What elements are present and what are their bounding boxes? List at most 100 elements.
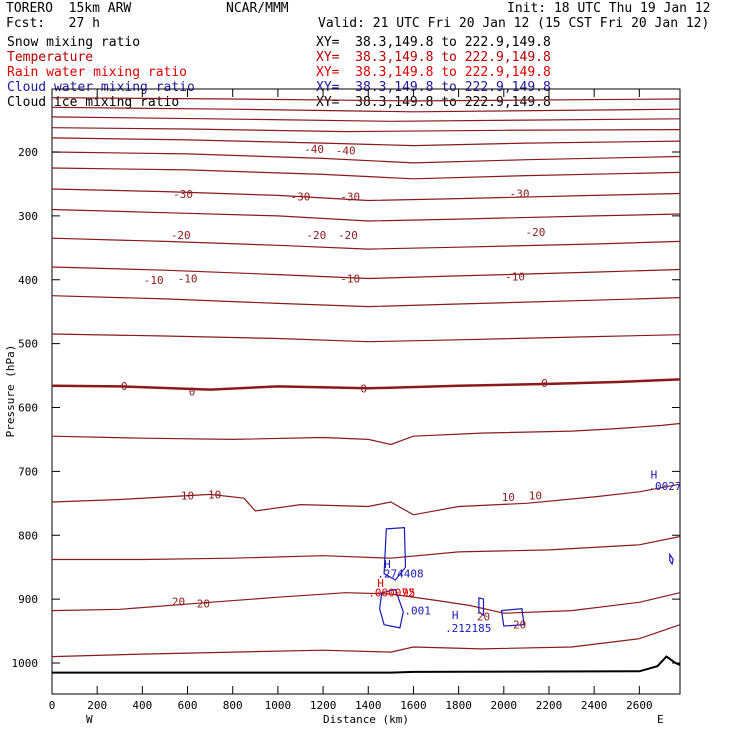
x-tick-label-1: 200	[87, 699, 107, 712]
contour-label-16: 0	[360, 382, 367, 395]
forecast-hour: Fcst: 27 h	[6, 16, 100, 31]
contour-label-9: -20	[525, 226, 545, 239]
x-tick-label-0: 0	[49, 699, 56, 712]
cloud-contour-2	[478, 597, 485, 617]
axes-group: 0 200 400 600 800 1000 1200 1400 1600 1800 2000 220…	[12, 89, 680, 712]
y-tick-label-5: 700	[18, 465, 38, 478]
x-tick-label-8: 1600	[400, 699, 427, 712]
contour-label-12: -10	[340, 272, 360, 285]
contour-label-15: 0	[189, 386, 196, 399]
max-label-7: .212185	[445, 622, 491, 635]
max-label-8: H	[651, 469, 658, 482]
east-label: E	[657, 713, 664, 726]
isotherm-3	[51, 127, 681, 133]
contour-label-25: 20	[513, 619, 526, 632]
isotherm-8	[51, 208, 681, 222]
contour-label-14: 0	[121, 380, 128, 393]
plot-frame	[51, 88, 681, 695]
isotherm-13	[51, 378, 681, 391]
contour-label-7: -20	[306, 229, 326, 242]
x-tick-label-11: 2200	[536, 699, 563, 712]
init-time: Init: 18 UTC Thu 19 Jan 12	[507, 1, 711, 16]
contour-label-2: -30	[173, 188, 193, 201]
isotherm-6	[51, 167, 681, 180]
max-label-4: 95	[402, 587, 415, 600]
y-tick-label-2: 400	[18, 274, 38, 287]
max-label-0: H	[384, 558, 391, 571]
isotherm-18	[51, 624, 681, 658]
isotherm-12	[51, 333, 681, 343]
contour-label-18: 10	[181, 490, 194, 503]
contour-label-4: -30	[340, 191, 360, 204]
isotherm-9	[51, 237, 681, 250]
y-tick-label-1: 300	[18, 210, 38, 223]
max-label-3: .000072	[368, 587, 414, 600]
cloud-contour-0	[383, 526, 407, 581]
field-xy-4: XY= 38.3,149.8 to 222.9,149.8	[316, 95, 551, 110]
contour-label-19: 10	[208, 488, 221, 501]
x-tick-label-9: 1800	[445, 699, 472, 712]
y-tick-label-0: 200	[18, 146, 38, 159]
isotherm-16	[52, 535, 681, 561]
contour-label-22: 20	[172, 596, 185, 609]
contour-label-3: -30	[291, 191, 311, 204]
contour-label-11: -10	[178, 272, 198, 285]
max-label-1: .274408	[377, 568, 423, 581]
y-tick-label-3: 500	[18, 338, 38, 351]
x-tick-label-3: 600	[178, 699, 198, 712]
contour-label-24: 20	[477, 610, 490, 623]
contour-label-group: -40 -40 -30 -30 -30 -30 -20 -20 -20 -20 -10 -10 -10 -…	[121, 143, 682, 635]
isotherm-7	[51, 188, 681, 202]
x-tick-label-6: 1200	[310, 699, 337, 712]
contour-label-17: 0	[541, 377, 548, 390]
x-axis-title: Distance (km)	[323, 713, 409, 726]
isotherm-4	[51, 137, 681, 147]
contour-label-20: 10	[502, 491, 515, 504]
field-xy-2: XY= 38.3,149.8 to 222.9,149.8	[316, 65, 551, 80]
max-label-5: .001	[404, 605, 431, 618]
contour-label-8: -20	[338, 229, 358, 242]
x-tick-label-7: 1400	[355, 699, 382, 712]
contour-label-1: -40	[336, 145, 356, 158]
isotherm-5	[51, 151, 681, 164]
model-title: TORERO 15km ARW	[6, 1, 132, 16]
contour-label-6: -20	[171, 229, 191, 242]
isotherm-0	[51, 97, 681, 102]
field-xy-1: XY= 38.3,149.8 to 222.9,149.8	[316, 50, 551, 65]
y-tick-label-6: 800	[18, 529, 38, 542]
field-name-0: Snow mixing ratio	[7, 35, 141, 50]
x-tick-label-12: 2400	[581, 699, 608, 712]
isotherm-11	[51, 295, 681, 308]
y-tick-label-4: 600	[18, 402, 38, 415]
cloud-contour-3	[500, 608, 525, 627]
contour-label-0: -40	[304, 143, 324, 156]
isotherm-2	[51, 116, 681, 122]
y-tick-label-8: 1000	[12, 657, 39, 670]
field-name-1: Temperature	[7, 50, 94, 65]
field-name-2: Rain water mixing ratio	[7, 65, 188, 80]
x-tick-label-2: 400	[132, 699, 152, 712]
isotherm-10	[51, 266, 681, 280]
max-label-9: .0027	[648, 480, 681, 493]
valid-time: Valid: 21 UTC Fri 20 Jan 12 (15 CST Fri …	[318, 16, 710, 31]
isotherm-group	[51, 97, 681, 658]
y-axis-title: Pressure (hPa)	[4, 345, 17, 438]
isotherm-15	[51, 483, 681, 516]
isotherm-14	[51, 422, 681, 446]
x-tick-label-5: 1000	[265, 699, 292, 712]
field-name-3: Cloud water mixing ratio	[7, 80, 195, 95]
contour-label-10: -10	[144, 274, 164, 287]
contour-label-21: 10	[529, 490, 542, 503]
west-label: W	[86, 713, 93, 726]
contour-label-23: 20	[197, 598, 210, 611]
cloud-contour-group	[378, 526, 674, 629]
isotherm-17	[51, 592, 681, 614]
isotherm-1	[51, 106, 681, 113]
cloud-contour-4	[669, 552, 674, 566]
x-tick-label-4: 800	[223, 699, 243, 712]
contour-label-5: -30	[510, 188, 530, 201]
x-tick-label-10: 2000	[491, 699, 518, 712]
cloud-contour-1	[378, 588, 404, 629]
terrain-line	[52, 655, 681, 674]
